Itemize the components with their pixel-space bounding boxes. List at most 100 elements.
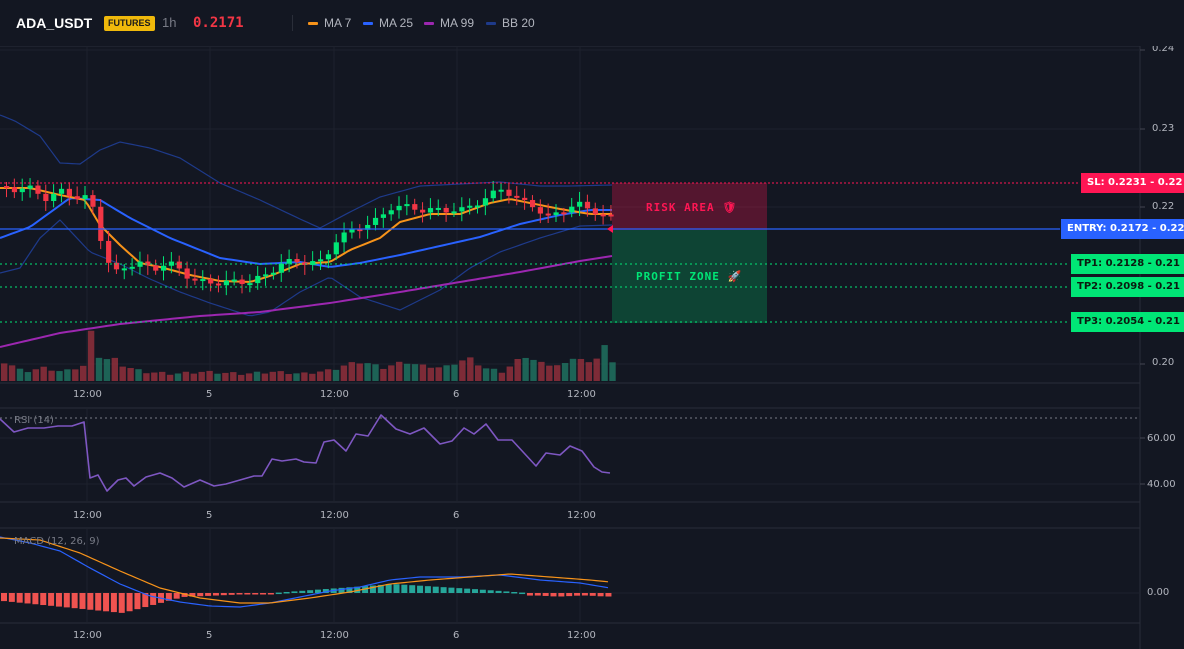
macd-histogram-bar [181,593,188,597]
candle-body [553,212,559,216]
macd-histogram-bar [8,593,15,602]
macd-histogram-bar [385,584,392,593]
candle-body [35,185,41,194]
candle-body [121,268,127,271]
macd-histogram-bar [283,591,290,594]
volume-bar [332,369,340,381]
legend-ma99[interactable]: MA 99 [424,16,474,30]
volume-bar [80,365,87,381]
time-tick: 12:00 [567,630,596,641]
macd-histogram-bar [542,593,549,596]
candle-body [561,212,567,215]
volume-bar [103,359,111,381]
candle-body [435,207,441,210]
volume-bar [317,371,324,381]
macd-histogram-bar [464,588,471,593]
time-tick: 6 [453,389,460,400]
macd-histogram-bar [165,593,172,601]
candle-body [239,279,245,285]
volume-bar [546,365,553,381]
volume-bar [411,364,419,381]
candle-body [43,193,49,201]
candle-body [231,279,237,282]
volume-bar [364,363,371,381]
volume-bar [427,367,434,381]
candle-body [286,259,292,264]
macd-histogram-bar [87,593,94,610]
ma7-swatch-icon [308,22,318,26]
time-tick: 12:00 [567,389,596,400]
legend-ma7[interactable]: MA 7 [308,16,351,30]
volume-bar [388,365,395,381]
volume-bar [174,373,182,381]
volume-bar [32,369,39,381]
macd-histogram-bar [24,593,31,604]
legend-bb20-label: BB 20 [502,16,535,30]
legend-ma99-label: MA 99 [440,16,475,30]
candle-body [90,195,96,207]
candle-body [106,240,112,263]
candle-body [51,193,57,201]
macd-histogram-bar [448,587,455,593]
macd-histogram-bar [110,593,117,613]
candle-body [223,280,229,286]
bb-lower-band [0,219,613,317]
macd-histogram-bar [558,593,565,597]
macd-title: MACD (12, 26, 9) [14,536,100,547]
candle-body [74,196,80,200]
volume-bar [309,373,316,381]
timeframe-label[interactable]: 1h [162,15,177,30]
volume-bar [396,361,403,381]
candle-body [333,242,339,255]
volume-bar [498,372,506,381]
volume-bar [475,365,482,381]
volume-bar [467,357,474,381]
price-tick: 0.23 [1152,123,1175,134]
macd-histogram-bar [197,593,204,597]
macd-histogram-bar [479,589,486,593]
macd-histogram-bar [142,593,149,608]
volume-bar [95,357,103,381]
candle-body [427,208,434,213]
legend-ma7-label: MA 7 [324,16,352,30]
macd-histogram-bar [103,593,110,612]
macd-histogram-bar [118,593,125,613]
chart-header: ADA_USDT FUTURES 1h 0.2171 MA 7 MA 25 MA… [0,0,1184,46]
volume-bar [419,364,427,381]
macd-line [0,536,609,608]
macd-histogram-bar [574,593,581,596]
macd-histogram-bar [126,593,133,612]
volume-bar [190,373,197,381]
candle-body [467,205,473,208]
macd-histogram-bar [338,587,345,593]
volume-bar [1,363,8,381]
macd-histogram-bar [40,593,47,606]
volume-bar [253,371,261,381]
macd-histogram-bar [597,593,604,597]
last-price: 0.2171 [193,15,244,31]
macd-histogram-bar [275,592,282,595]
macd-histogram-bar [369,585,376,593]
candle-body [372,217,379,225]
volume-bar [198,371,205,381]
macd-histogram-bar [322,589,329,593]
volume-bar [182,371,190,381]
time-tick: 12:00 [73,630,102,641]
volume-bar [285,374,292,381]
legend-ma25[interactable]: MA 25 [363,16,413,30]
macd-histogram-bar [252,593,259,595]
volume-bar [593,358,600,381]
candle-body [27,185,33,189]
macd-histogram-bar [173,593,180,599]
symbol-name[interactable]: ADA_USDT [16,15,93,31]
macd-histogram-bar [346,587,353,593]
legend-bb20[interactable]: BB 20 [486,16,535,30]
candle-body [404,204,410,207]
volume-bar [301,372,308,381]
macd-histogram-bar [150,593,157,605]
volume-bar [348,362,355,381]
volume-bar [577,358,585,381]
volume-bar [135,369,142,381]
candle-body [247,283,253,286]
